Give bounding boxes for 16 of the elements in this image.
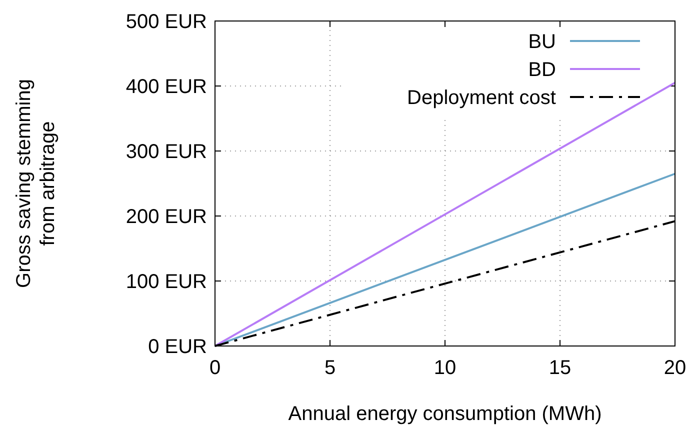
x-tick-label: 0 xyxy=(209,357,221,379)
y-tick-label: 500 EUR xyxy=(126,11,207,33)
x-tick-label: 10 xyxy=(434,357,456,379)
legend-label: Deployment cost xyxy=(407,87,556,109)
y-tick-label: 100 EUR xyxy=(126,271,207,293)
x-tick-label: 5 xyxy=(324,357,336,379)
x-axis-title: Annual energy consumption (MWh) xyxy=(288,403,602,425)
y-tick-label: 0 EUR xyxy=(148,336,207,358)
legend-label: BU xyxy=(528,31,556,53)
y-tick-label: 200 EUR xyxy=(126,206,207,228)
y-tick-label: 300 EUR xyxy=(126,141,207,163)
legend-label: BD xyxy=(528,59,556,81)
y-tick-label: 400 EUR xyxy=(126,76,207,98)
x-tick-label: 20 xyxy=(664,357,686,379)
x-tick-label: 15 xyxy=(548,357,572,379)
y-axis-title: Gross saving stemming from arbitrage xyxy=(13,79,59,288)
